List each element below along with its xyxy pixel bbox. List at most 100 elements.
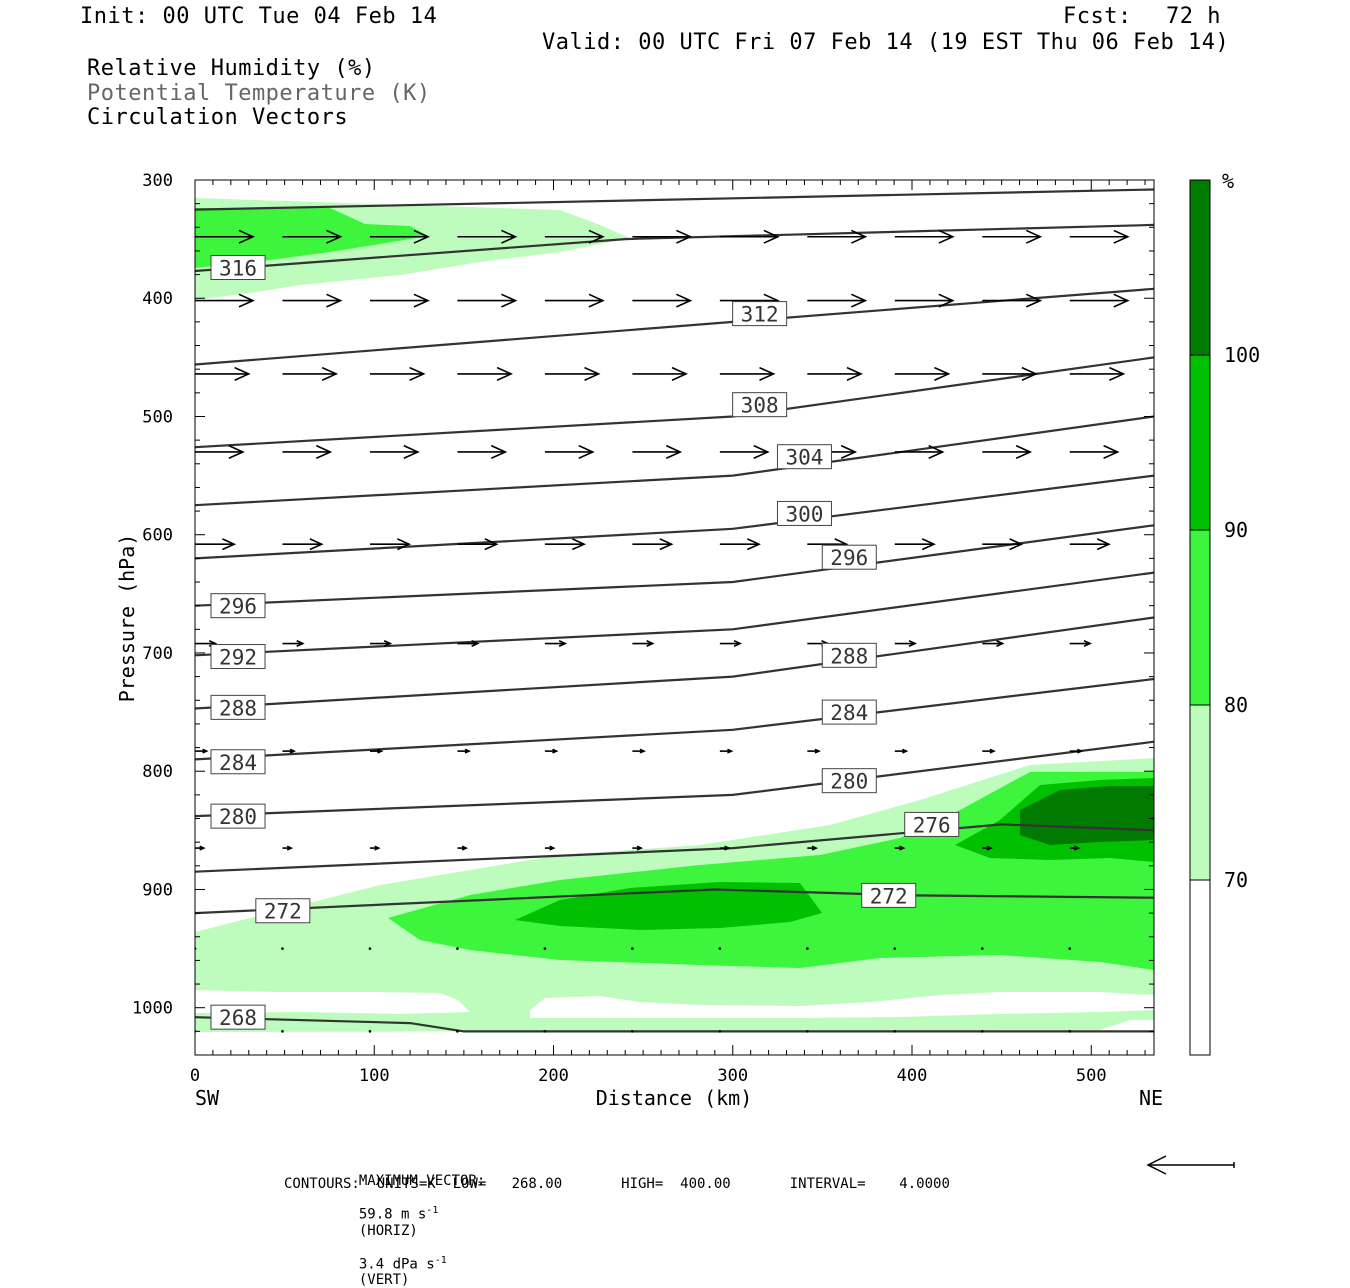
colorbar-80-90 (1190, 530, 1210, 705)
vector-head (238, 229, 255, 244)
circulation-vector (457, 444, 508, 459)
circulation-vector (719, 640, 743, 647)
x-tick-label-500: 500 (1076, 1066, 1107, 1086)
vector-head (671, 366, 688, 381)
rh-80-90-upper (195, 208, 428, 268)
contour-label-284: 284 (821, 699, 877, 725)
x-tick-label-100: 100 (359, 1066, 390, 1086)
valid-time: Valid: 00 UTC Fri 07 Feb 14 (19 EST Thu … (542, 30, 1230, 55)
circulation-vector (1068, 1030, 1072, 1033)
circulation-vector (369, 748, 384, 754)
contour-label-box (210, 593, 266, 619)
contour-label-box (255, 898, 311, 924)
y-tick-label-900: 900 (142, 880, 173, 900)
theta-contour-292 (195, 571, 1154, 657)
circulation-vector (282, 293, 343, 308)
circulation-vector (632, 444, 683, 459)
circulation-vector (982, 748, 996, 754)
vector-head (326, 293, 343, 308)
vector-head (921, 538, 936, 551)
circulation-vector (807, 748, 821, 754)
rh-100-east (1020, 786, 1154, 845)
circulation-vector (457, 366, 514, 381)
vector-head (759, 366, 776, 381)
vector-head (571, 538, 587, 551)
y-tick-label-300: 300 (142, 171, 173, 191)
vector-head (1015, 444, 1033, 459)
circulation-vector (807, 229, 868, 244)
contour-label-text: 272 (264, 900, 302, 924)
vector-head (326, 229, 343, 244)
vector-head (1113, 293, 1130, 308)
circulation-vector (282, 640, 305, 647)
vector-head (938, 293, 955, 308)
vector-head (578, 444, 595, 459)
circulation-vector (544, 293, 605, 308)
circulation-vector (544, 444, 595, 459)
vector-dot (543, 947, 547, 950)
colorbar-70-80 (1190, 705, 1210, 880)
theta-contour-304 (195, 415, 1154, 507)
contour-label-316: 316 (210, 255, 266, 281)
theta-contour-top-0 (195, 188, 1154, 211)
colorbar-frame (1189, 179, 1211, 1056)
circulation-vector (281, 947, 284, 950)
circulation-vector (894, 366, 951, 381)
circulation-vector (1069, 538, 1111, 551)
vector-head (1103, 444, 1120, 459)
circulation-vector (718, 947, 722, 950)
circulation-vector (456, 1030, 459, 1033)
contour-label-box (821, 544, 877, 570)
vector-dot (1068, 1030, 1072, 1033)
contour-label-280: 280 (821, 768, 877, 794)
vector-head (484, 538, 499, 551)
circulation-vector (195, 748, 209, 754)
circulation-vector (1069, 293, 1130, 308)
vector-head (296, 640, 305, 647)
vector-dot (456, 947, 459, 950)
max-horiz-value: 59.8 m s (358, 1206, 427, 1223)
field-potential-temperature: Potential Temperature (K) (87, 81, 431, 106)
y-tick-label-400: 400 (142, 289, 173, 309)
vector-head (1074, 845, 1081, 851)
vector-head (676, 293, 693, 308)
vector-head (646, 640, 655, 647)
contour-label-text: 284 (219, 751, 257, 775)
contour-label-308: 308 (732, 392, 788, 418)
vector-head (934, 366, 951, 381)
circulation-vector (281, 1030, 284, 1033)
contour-label-text: 304 (785, 446, 823, 470)
cross-section-chart: 316 312 308 304 300 296 292 288 284 280 276 272 268 2… (115, 169, 1260, 1175)
vector-head (584, 366, 601, 381)
vector-head (552, 748, 559, 754)
circulation-vector (457, 293, 518, 308)
vector-dot (543, 1030, 547, 1033)
vector-head (397, 538, 412, 551)
contour-label-text: 276 (913, 813, 951, 837)
vector-dot (456, 1030, 459, 1033)
contour-label-text: 312 (741, 303, 779, 327)
circulation-vector (632, 845, 644, 851)
vector-head (996, 640, 1005, 647)
circulation-vector (195, 293, 255, 308)
max-vert-value: 3.4 dPa s (358, 1256, 435, 1273)
vector-head (938, 229, 955, 244)
vector-head (588, 293, 605, 308)
vector-head (1113, 229, 1130, 244)
horiz-tag: (HORIZ) (358, 1222, 418, 1239)
contour-label-text: 280 (830, 770, 868, 794)
circulation-vector (982, 293, 1043, 308)
circulation-vector (631, 947, 634, 950)
contour-label-box (732, 301, 788, 327)
vector-dot (893, 947, 897, 950)
vector-head (321, 366, 339, 381)
vector-head (1109, 366, 1126, 381)
contour-label-272: 272 (861, 882, 917, 908)
vector-dot (368, 947, 372, 950)
vert-tag: (VERT) (358, 1272, 410, 1288)
circulation-vector (195, 444, 245, 459)
vector-head (309, 538, 324, 551)
vector-dot (718, 1030, 722, 1033)
circulation-vector (982, 640, 1005, 647)
vector-dot (281, 1030, 284, 1033)
